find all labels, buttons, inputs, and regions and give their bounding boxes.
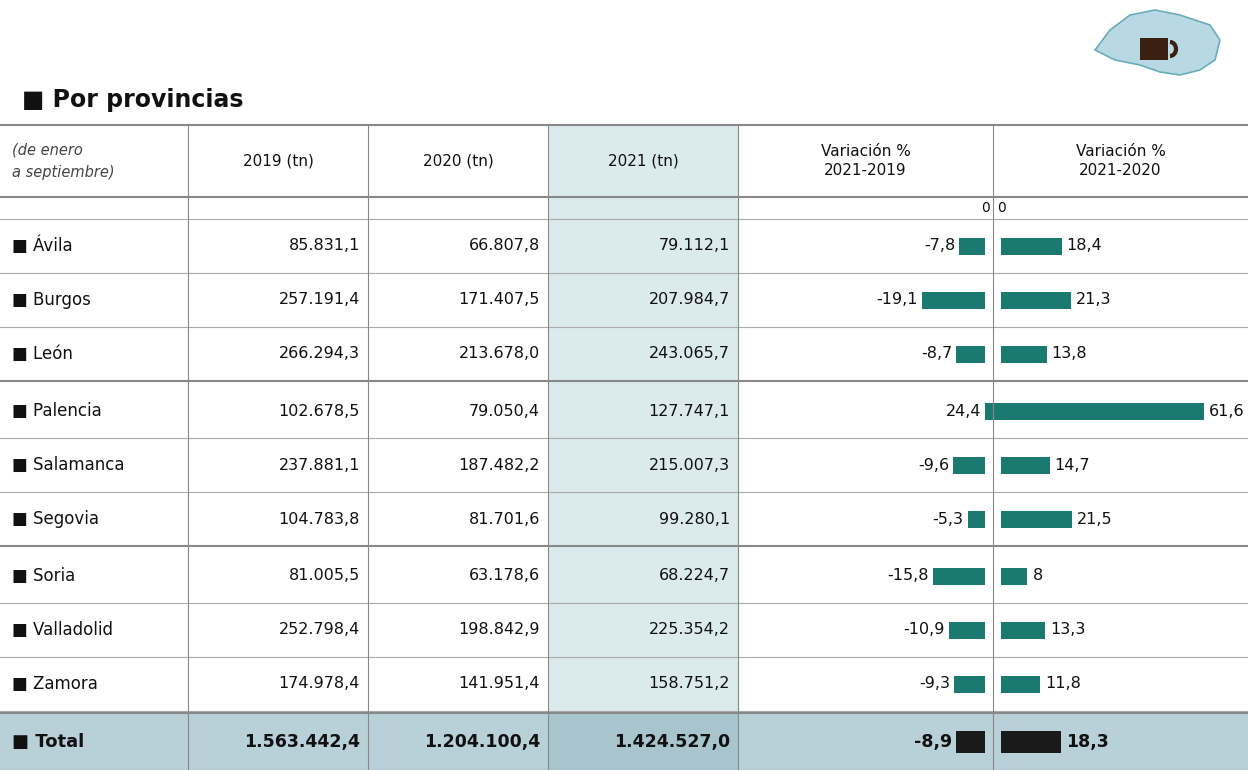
Text: 1.204.100,4: 1.204.100,4 [424, 733, 540, 751]
Bar [1001, 403, 1204, 420]
Text: 66.807,8: 66.807,8 [469, 239, 540, 253]
Bar [1001, 675, 1040, 692]
Text: 158.751,2: 158.751,2 [649, 677, 730, 691]
Text: 2020 (tn): 2020 (tn) [423, 153, 493, 169]
Bar [548, 125, 738, 711]
Bar [967, 511, 985, 527]
Text: 213.678,0: 213.678,0 [459, 346, 540, 361]
Text: -9,3: -9,3 [920, 677, 950, 691]
Text: 2021 (tn): 2021 (tn) [608, 153, 679, 169]
Text: 215.007,3: 215.007,3 [649, 457, 730, 473]
Text: 257.191,4: 257.191,4 [278, 293, 359, 307]
Text: 18,3: 18,3 [1066, 733, 1109, 751]
Bar [985, 403, 1066, 420]
Text: -8,9: -8,9 [914, 733, 952, 751]
Text: ■ León: ■ León [12, 345, 72, 363]
Text: -9,6: -9,6 [919, 457, 950, 473]
Text: 104.783,8: 104.783,8 [278, 511, 359, 527]
Text: 24,4: 24,4 [946, 403, 981, 419]
Text: 0: 0 [997, 201, 1006, 215]
Bar [932, 567, 985, 584]
Text: 11,8: 11,8 [1045, 677, 1081, 691]
Bar [548, 713, 738, 770]
Text: 21,5: 21,5 [1077, 511, 1112, 527]
Text: Variación %
2021-2019: Variación % 2021-2019 [821, 143, 911, 179]
Text: 8: 8 [1032, 568, 1042, 584]
Text: 225.354,2: 225.354,2 [649, 622, 730, 638]
Text: 63.178,6: 63.178,6 [469, 568, 540, 584]
Text: Variación %
2021-2020: Variación % 2021-2020 [1076, 143, 1166, 179]
Bar [948, 621, 985, 638]
Text: 21,3: 21,3 [1076, 293, 1112, 307]
Bar [1001, 346, 1047, 363]
Text: 85.831,1: 85.831,1 [288, 239, 359, 253]
Text: ■ Salamanca: ■ Salamanca [12, 456, 125, 474]
Text: ■ Zamora: ■ Zamora [12, 675, 97, 693]
Text: 0: 0 [981, 201, 990, 215]
Bar [1001, 237, 1062, 255]
Text: 198.842,9: 198.842,9 [458, 622, 540, 638]
Text: -19,1: -19,1 [876, 293, 919, 307]
Text: 13,8: 13,8 [1052, 346, 1087, 361]
Text: (de enero
a septiembre): (de enero a septiembre) [12, 142, 115, 179]
Polygon shape [1094, 10, 1221, 75]
Text: 102.678,5: 102.678,5 [278, 403, 359, 419]
Bar [0, 713, 1248, 770]
Text: 14,7: 14,7 [1055, 457, 1091, 473]
Text: -7,8: -7,8 [924, 239, 955, 253]
Bar [1001, 621, 1045, 638]
Bar [1001, 292, 1071, 309]
Text: 61,6: 61,6 [1209, 403, 1246, 419]
Text: ■ Segovia: ■ Segovia [12, 510, 99, 528]
Text: 81.005,5: 81.005,5 [288, 568, 359, 584]
Text: -8,7: -8,7 [921, 346, 952, 361]
Text: ■ Soria: ■ Soria [12, 567, 75, 585]
Bar [960, 237, 985, 255]
Text: ■ Por provincias: ■ Por provincias [22, 88, 243, 112]
Bar [922, 292, 985, 309]
Text: 141.951,4: 141.951,4 [458, 677, 540, 691]
Bar [1001, 511, 1072, 527]
Text: -15,8: -15,8 [887, 568, 929, 584]
Text: 207.984,7: 207.984,7 [649, 293, 730, 307]
Text: 2019 (tn): 2019 (tn) [242, 153, 313, 169]
Text: ■ Ávila: ■ Ávila [12, 236, 72, 256]
Bar [1001, 731, 1061, 753]
Bar [1001, 457, 1050, 474]
Text: 171.407,5: 171.407,5 [458, 293, 540, 307]
Text: -5,3: -5,3 [932, 511, 963, 527]
Bar [956, 346, 985, 363]
Bar [953, 457, 985, 474]
Text: 79.050,4: 79.050,4 [469, 403, 540, 419]
Text: 174.978,4: 174.978,4 [278, 677, 359, 691]
Text: 1.563.442,4: 1.563.442,4 [245, 733, 359, 751]
Bar [956, 731, 985, 753]
Text: 243.065,7: 243.065,7 [649, 346, 730, 361]
Text: 252.798,4: 252.798,4 [278, 622, 359, 638]
Text: ■ Valladolid: ■ Valladolid [12, 621, 114, 639]
Text: ■ Total: ■ Total [12, 733, 85, 751]
Text: 81.701,6: 81.701,6 [469, 511, 540, 527]
Text: 187.482,2: 187.482,2 [458, 457, 540, 473]
Bar [955, 675, 985, 692]
Text: ■ Burgos: ■ Burgos [12, 291, 91, 309]
Text: 237.881,1: 237.881,1 [278, 457, 359, 473]
Text: 99.280,1: 99.280,1 [659, 511, 730, 527]
Bar [1139, 38, 1168, 60]
Text: -10,9: -10,9 [904, 622, 945, 638]
Text: 79.112,1: 79.112,1 [659, 239, 730, 253]
Text: 266.294,3: 266.294,3 [280, 346, 359, 361]
Text: ■ Palencia: ■ Palencia [12, 402, 102, 420]
Bar [1001, 567, 1027, 584]
Text: 127.747,1: 127.747,1 [649, 403, 730, 419]
Text: 1.424.527,0: 1.424.527,0 [614, 733, 730, 751]
Text: 68.224,7: 68.224,7 [659, 568, 730, 584]
Text: 13,3: 13,3 [1050, 622, 1086, 638]
Text: 18,4: 18,4 [1067, 239, 1102, 253]
